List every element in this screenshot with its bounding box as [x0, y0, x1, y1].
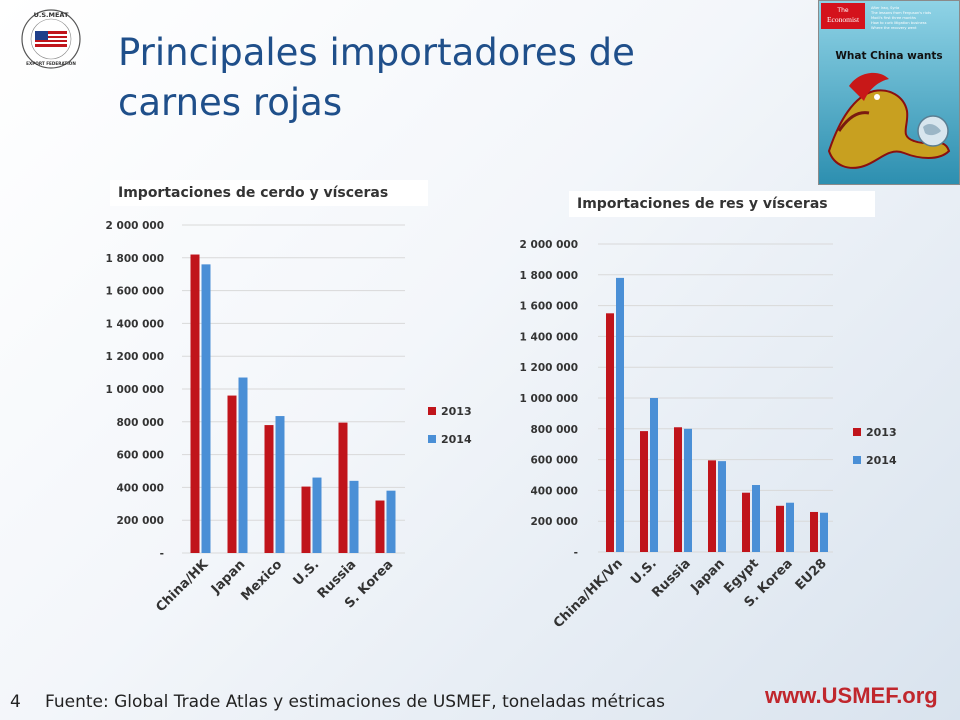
usmef-url: www.USMEF.org — [765, 683, 938, 708]
legend-swatch — [853, 456, 861, 464]
legend-swatch — [428, 407, 436, 415]
bar-2014-china-hk — [201, 264, 211, 553]
cover-brand-line1: The — [836, 7, 848, 14]
beef-chart-title: Importaciones de res y vísceras — [569, 191, 875, 217]
cover-headline-1: After Iraq, Syria — [871, 6, 899, 10]
logo-bottom-text: EXPORT FEDERATION — [26, 61, 76, 66]
y-tick-label: 1 600 000 — [106, 286, 164, 298]
y-tick-label: 2 000 000 — [106, 220, 164, 232]
bar-2014-u-s- — [312, 477, 322, 553]
bar-2013-egypt — [742, 492, 750, 552]
logo-top-text: U.S.MEAT — [34, 11, 69, 19]
bar-2014-russia — [684, 428, 692, 552]
y-tick-label: 1 400 000 — [106, 318, 164, 330]
legend-label: 2014 — [866, 454, 897, 467]
slide-number: 4 — [10, 692, 21, 712]
y-tick-label: 1 600 000 — [520, 301, 578, 313]
bar-2013-mexico — [264, 425, 274, 553]
bar-2014-egypt — [752, 485, 760, 552]
x-category-label: China/HK/Vn — [551, 556, 626, 631]
bar-2014-china-hk-vn — [616, 277, 624, 552]
legend-label: 2013 — [441, 405, 472, 418]
y-tick-label: 1 000 000 — [106, 384, 164, 396]
y-tick-label: 1 800 000 — [520, 270, 578, 282]
bar-2014-eu28 — [820, 512, 828, 552]
x-category-label: Japan — [688, 556, 728, 596]
bar-2013-china-hk — [190, 254, 200, 553]
cover-headline-2: The lessons from Ferguson's riots — [870, 11, 931, 15]
y-tick-label: 2 000 000 — [520, 239, 578, 251]
bar-2013-russia — [674, 427, 682, 552]
y-tick-label: 400 000 — [117, 482, 165, 494]
y-tick-label: 1 800 000 — [106, 253, 164, 265]
bar-2014-s-korea — [786, 502, 794, 552]
economist-brand-box — [821, 3, 865, 29]
y-tick-label: 200 000 — [117, 515, 165, 527]
bar-2014-russia — [349, 480, 359, 553]
legend-label: 2014 — [441, 433, 472, 446]
page-title: Principales importadores de carnes rojas — [118, 31, 635, 124]
pork-chart-title: Importaciones de cerdo y vísceras — [110, 180, 428, 206]
bar-2014-japan — [718, 461, 726, 552]
bar-2013-u-s- — [640, 431, 648, 552]
y-tick-label: 1 400 000 — [520, 331, 578, 343]
bar-2013-eu28 — [810, 511, 818, 552]
y-tick-label: 1 000 000 — [520, 393, 578, 405]
bar-2013-s-korea — [375, 500, 385, 553]
y-tick-label: 200 000 — [531, 516, 579, 528]
bar-2013-china-hk-vn — [606, 313, 614, 552]
legend-label: 2013 — [866, 426, 897, 439]
bar-2013-s-korea — [776, 505, 784, 552]
cover-brand-line2: Economist — [827, 15, 860, 24]
y-tick-label: 600 000 — [531, 455, 579, 467]
bar-2014-mexico — [275, 416, 285, 553]
y-tick-label: - — [160, 548, 164, 560]
bar-2014-s-korea — [386, 490, 396, 553]
y-tick-label: 800 000 — [117, 417, 165, 429]
x-category-label: Russia — [649, 556, 694, 601]
legend-swatch — [428, 435, 436, 443]
cover-headline-5: Where the recovery went — [871, 26, 917, 30]
bar-2014-u-s- — [650, 398, 658, 552]
source-note: Fuente: Global Trade Atlas y estimacione… — [45, 692, 666, 712]
bar-2013-japan — [708, 460, 716, 552]
cover-headline: What China wants — [835, 50, 942, 62]
y-tick-label: - — [574, 547, 578, 559]
y-tick-label: 800 000 — [531, 424, 579, 436]
y-tick-label: 600 000 — [117, 450, 165, 462]
bar-2013-japan — [227, 395, 237, 553]
cover-headline-4: How to curb litigation business — [871, 21, 927, 25]
y-tick-label: 1 200 000 — [106, 351, 164, 363]
usmef-logo: U.S.MEAT EXPORT FEDERATION — [21, 9, 81, 69]
bar-2013-russia — [338, 422, 348, 553]
x-category-label: EU28 — [793, 556, 830, 593]
cover-headline-3: Modi's first three months — [871, 16, 916, 20]
bar-2013-u-s- — [301, 486, 311, 553]
legend-swatch — [853, 428, 861, 436]
economist-cover-image: The Economist After Iraq, Syria The less… — [818, 0, 960, 185]
y-tick-label: 400 000 — [531, 485, 579, 497]
y-tick-label: 1 200 000 — [520, 362, 578, 374]
bar-2014-japan — [238, 377, 248, 553]
